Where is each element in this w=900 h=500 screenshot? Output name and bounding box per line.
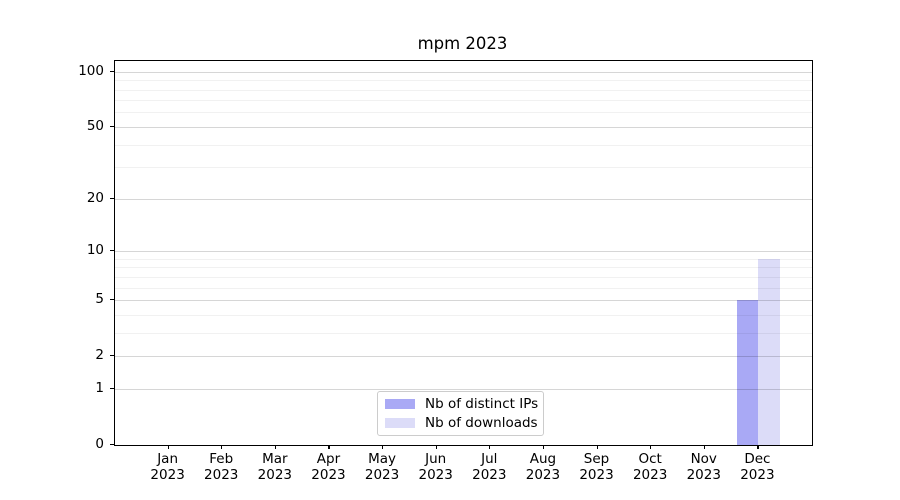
- minor-gridline-7: [115, 276, 812, 278]
- chart-title: mpm 2023: [417, 34, 508, 53]
- legend-item-downloads: Nb of downloads: [385, 415, 538, 431]
- y-tick-mark-10: [110, 250, 114, 252]
- y-tick-mark-50: [110, 125, 114, 128]
- bar-nb-of-distinct-ips-dec-2023: [736, 300, 759, 445]
- x-tick-mark-6: [489, 445, 491, 449]
- x-tick-mark-9: [650, 445, 652, 449]
- x-tick-mark-3: [328, 445, 330, 449]
- y-tick-mark-0: [110, 444, 114, 446]
- plot-area: [114, 60, 813, 446]
- y-tick-label-10: 10: [86, 242, 104, 259]
- x-tick-label-8: Sep 2023: [579, 451, 614, 483]
- x-tick-label-7: Aug 2023: [525, 451, 561, 483]
- x-tick-label-6: Jul 2023: [472, 451, 507, 483]
- bar-nb-of-downloads-dec-2023: [758, 258, 780, 445]
- y-tick-mark-100: [110, 70, 114, 72]
- x-tick-mark-7: [542, 445, 545, 449]
- y-tick-mark-20: [110, 197, 114, 199]
- x-tick-mark-1: [221, 445, 223, 449]
- minor-gridline-6: [115, 287, 812, 289]
- x-tick-mark-0: [167, 445, 169, 449]
- y-tick-label-50: 50: [86, 117, 104, 134]
- x-tick-label-10: Nov 2023: [686, 451, 721, 483]
- x-tick-mark-4: [382, 445, 384, 449]
- x-tick-label-2: Mar 2023: [257, 451, 293, 483]
- x-tick-label-1: Feb 2023: [204, 451, 239, 483]
- major-gridline-10: [115, 251, 812, 253]
- minor-gridline-90: [115, 80, 812, 82]
- minor-gridline-4: [115, 314, 812, 316]
- major-gridline-20: [115, 198, 812, 200]
- x-tick-mark-5: [435, 445, 437, 449]
- y-tick-mark-2: [110, 355, 114, 357]
- minor-gridline-3: [115, 332, 812, 334]
- y-tick-label-20: 20: [86, 189, 104, 206]
- legend-swatch-downloads: [385, 417, 415, 429]
- x-tick-label-0: Jan 2023: [150, 451, 185, 483]
- x-tick-mark-11: [757, 445, 759, 449]
- x-tick-label-3: Apr 2023: [311, 451, 346, 483]
- x-tick-label-11: Dec 2023: [740, 451, 775, 483]
- y-tick-mark-1: [110, 387, 114, 390]
- major-gridline-5: [115, 300, 812, 302]
- legend-label-downloads: Nb of downloads: [425, 415, 538, 431]
- minor-gridline-8: [115, 267, 812, 269]
- y-tick-label-5: 5: [95, 291, 104, 308]
- x-tick-mark-2: [274, 445, 277, 449]
- major-gridline-1: [115, 388, 812, 390]
- y-tick-mark-5: [110, 299, 114, 301]
- x-tick-mark-8: [596, 445, 598, 449]
- y-tick-label-2: 2: [95, 347, 104, 364]
- x-tick-label-5: Jun 2023: [418, 451, 453, 483]
- x-tick-mark-10: [703, 445, 705, 449]
- x-tick-label-4: May 2023: [364, 451, 400, 483]
- minor-gridline-30: [115, 167, 812, 169]
- major-gridline-100: [115, 71, 812, 73]
- legend-swatch-distinct-ips: [385, 398, 415, 410]
- legend-label-distinct-ips: Nb of distinct IPs: [425, 396, 539, 412]
- y-tick-label-100: 100: [78, 62, 104, 79]
- major-gridline-2: [115, 356, 812, 358]
- minor-gridline-80: [115, 89, 812, 91]
- minor-gridline-9: [115, 258, 812, 260]
- minor-gridline-70: [115, 100, 812, 102]
- minor-gridline-60: [115, 112, 812, 114]
- major-gridline-50: [115, 126, 812, 128]
- minor-gridline-40: [115, 144, 812, 146]
- y-tick-label-0: 0: [95, 436, 104, 452]
- legend: Nb of distinct IPs Nb of downloads: [377, 391, 544, 436]
- x-tick-label-9: Oct 2023: [632, 451, 668, 483]
- legend-item-distinct-ips: Nb of distinct IPs: [385, 396, 539, 412]
- y-tick-label-1: 1: [95, 379, 104, 396]
